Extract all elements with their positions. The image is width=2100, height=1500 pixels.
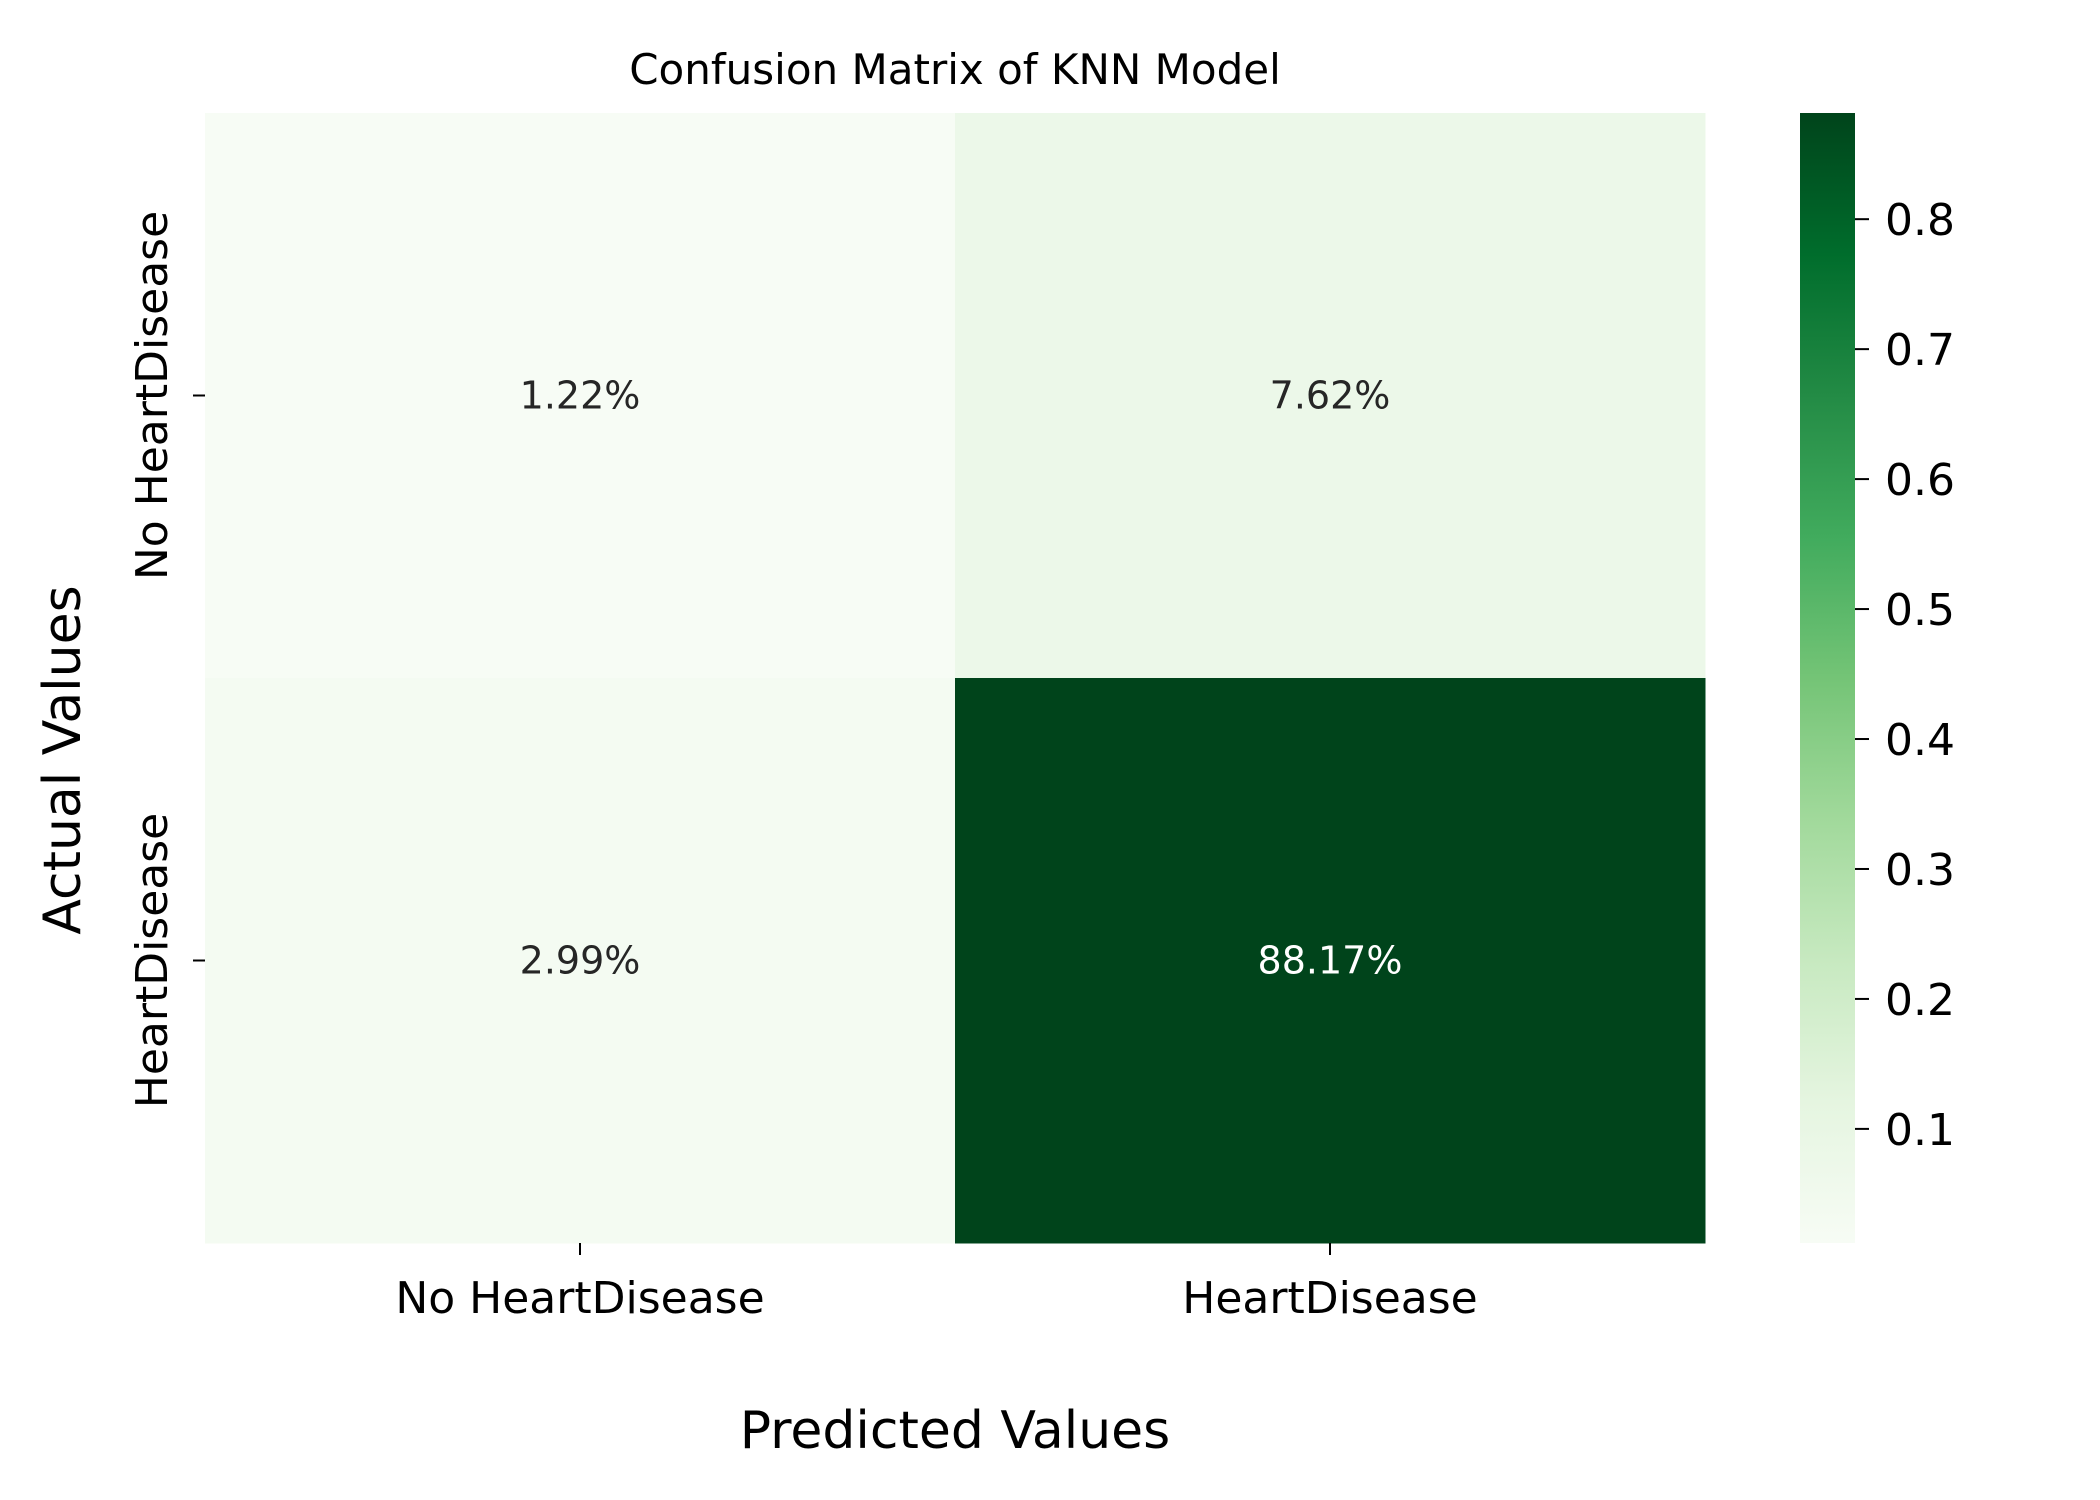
colorbar: 0.1 0.2 0.3 0.4 0.5 0.6 0.7 0.8 [1800, 113, 1955, 1243]
heatmap-cell-label: 7.62% [1270, 374, 1391, 418]
heatmap-cell [205, 678, 956, 1244]
heatmap-cell-label: 2.99% [520, 939, 641, 983]
colorbar-gradient [1800, 113, 1855, 1243]
heatmap-cell-label: 1.22% [520, 374, 641, 418]
colorbar-tick-label: 0.4 [1885, 715, 1955, 766]
heatmap-cell-label: 88.17% [1258, 939, 1403, 983]
heatmap-cell [955, 678, 1706, 1244]
colorbar-tick-label: 0.7 [1885, 325, 1955, 376]
heatmap-cell-labels: 1.22% 7.62% 2.99% 88.17% [520, 374, 1403, 983]
colorbar-ticks: 0.1 0.2 0.3 0.4 0.5 0.6 0.7 0.8 [1855, 195, 1955, 1156]
colorbar-tick-label: 0.2 [1885, 975, 1955, 1026]
colorbar-tick-label: 0.5 [1885, 585, 1955, 636]
x-axis-label: Predicted Values [740, 1401, 1171, 1461]
colorbar-tick-label: 0.3 [1885, 845, 1955, 896]
heatmap-cell [205, 113, 956, 679]
y-axis: No HeartDisease HeartDisease [127, 211, 205, 1108]
heatmap-cell [955, 113, 1706, 679]
colorbar-tick-label: 0.6 [1885, 455, 1955, 506]
colorbar-tick-label: 0.1 [1885, 1105, 1955, 1156]
y-axis-label: Actual Values [33, 585, 93, 934]
colorbar-tick-label: 0.8 [1885, 195, 1955, 246]
chart-title: Confusion Matrix of KNN Model [629, 45, 1281, 94]
x-tick-label: No HeartDisease [395, 1273, 764, 1324]
x-tick-label: HeartDisease [1182, 1273, 1478, 1324]
x-axis: No HeartDisease HeartDisease [395, 1243, 1478, 1324]
y-tick-label: No HeartDisease [127, 211, 178, 580]
heatmap-cells [205, 113, 1706, 1244]
y-tick-label: HeartDisease [127, 813, 178, 1109]
